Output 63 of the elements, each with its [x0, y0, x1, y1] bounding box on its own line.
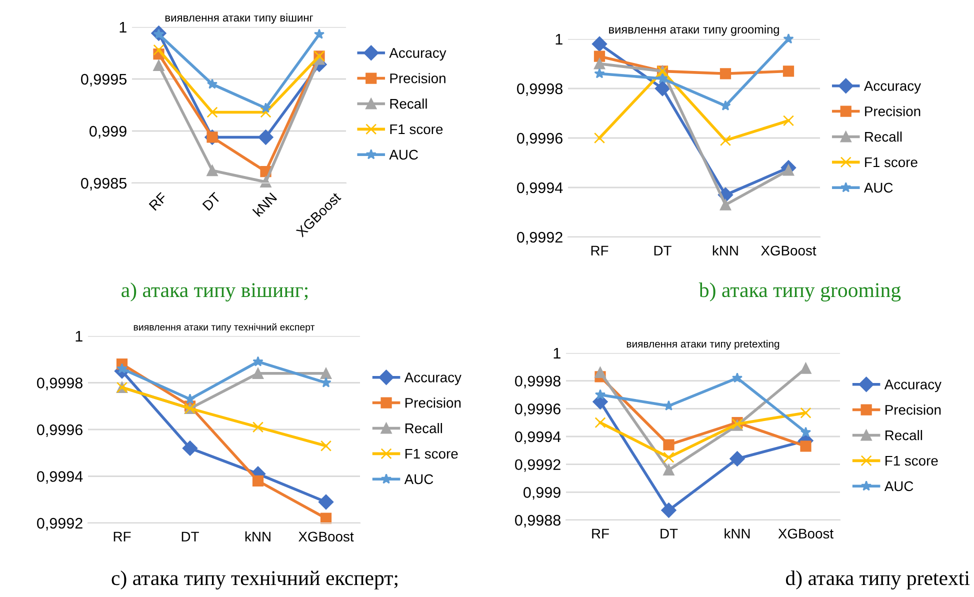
- legend-label: Recall: [865, 132, 902, 142]
- x-tick-label: kNN: [724, 528, 750, 538]
- legend-label: F1 score: [865, 157, 918, 168]
- y-tick-label: 0,9994: [517, 182, 563, 195]
- legend-label: Accuracy: [389, 48, 446, 61]
- x-tick-label: DT: [182, 532, 199, 542]
- x-tick-label: kNN: [245, 531, 270, 542]
- legend-label: Accuracy: [884, 380, 942, 392]
- x-tick-label: XGBoost: [761, 246, 816, 256]
- y-tick-label: 1: [120, 22, 126, 33]
- legend-label: Precision: [886, 404, 941, 415]
- legend-label: Recall: [390, 98, 427, 109]
- y-tick-label: 0,9994: [515, 431, 561, 444]
- chart-title: виявлення атаки типу grooming: [609, 24, 779, 36]
- legend-label: AUC: [884, 481, 914, 492]
- legend-label: F1 score: [886, 456, 938, 466]
- legend-label: Recall: [886, 430, 922, 440]
- x-tick-label: RF: [592, 528, 609, 538]
- y-tick-label: 0,9985: [81, 178, 127, 190]
- y-tick-label: 0,9994: [37, 471, 83, 484]
- x-tick-label: XGBoost: [298, 532, 354, 542]
- legend-label: Precision: [865, 106, 920, 116]
- x-tick-label: kNN: [712, 245, 738, 256]
- legend-label: AUC: [864, 182, 893, 193]
- text: a) атака типу вішинг;: [122, 282, 308, 302]
- text: d) атака типу pretexti: [786, 570, 970, 590]
- y-tick-label: 1: [76, 331, 82, 342]
- y-tick-label: 0,9998: [37, 378, 82, 390]
- chart-title: виявлення атаки типу вішинг: [165, 13, 314, 24]
- legend-label: Precision: [405, 398, 461, 408]
- legend-label: Accuracy: [864, 81, 922, 94]
- y-tick-label: 1: [556, 34, 562, 45]
- y-tick-label: 0,9995: [81, 74, 127, 86]
- text: b) атака типу grooming: [698, 282, 901, 302]
- x-tick-label: DT: [654, 246, 672, 256]
- chart-title: виявлення атаки типу pretexting: [626, 340, 780, 350]
- legend-label: Accuracy: [404, 372, 462, 386]
- y-tick-label: 0,9998: [517, 83, 562, 96]
- y-tick-label: 0,9992: [37, 518, 82, 530]
- y-tick-label: 0,999: [524, 487, 560, 500]
- text: c) атака типу технічний експерт;: [112, 570, 398, 590]
- legend-label: AUC: [389, 150, 418, 160]
- chart-title: виявлення атаки типу технічний експерт: [134, 323, 315, 332]
- y-tick-label: 1: [554, 348, 560, 359]
- y-tick-label: 0,9996: [37, 424, 82, 437]
- y-tick-label: 0,9998: [515, 376, 560, 388]
- x-tick-label: DT: [202, 192, 222, 211]
- x-tick-label: XGBoost: [778, 528, 834, 539]
- x-tick-label: DT: [660, 528, 678, 538]
- y-tick-label: 0,9996: [515, 404, 560, 416]
- x-tick-label: RF: [114, 532, 131, 542]
- y-tick-label: 0,999: [90, 126, 126, 138]
- x-tick-label: RF: [148, 192, 168, 211]
- y-tick-label: 0,9992: [515, 459, 560, 472]
- y-tick-label: 0,9992: [517, 232, 562, 244]
- y-tick-label: 0,9988: [515, 514, 560, 528]
- legend-label: Recall: [405, 423, 442, 434]
- legend-label: F1 score: [405, 448, 458, 459]
- legend-label: AUC: [404, 474, 434, 484]
- legend-label: Precision: [390, 73, 446, 84]
- legend-label: F1 score: [390, 124, 443, 134]
- x-tick-label: RF: [591, 246, 608, 256]
- y-tick-label: 0,9996: [517, 132, 562, 146]
